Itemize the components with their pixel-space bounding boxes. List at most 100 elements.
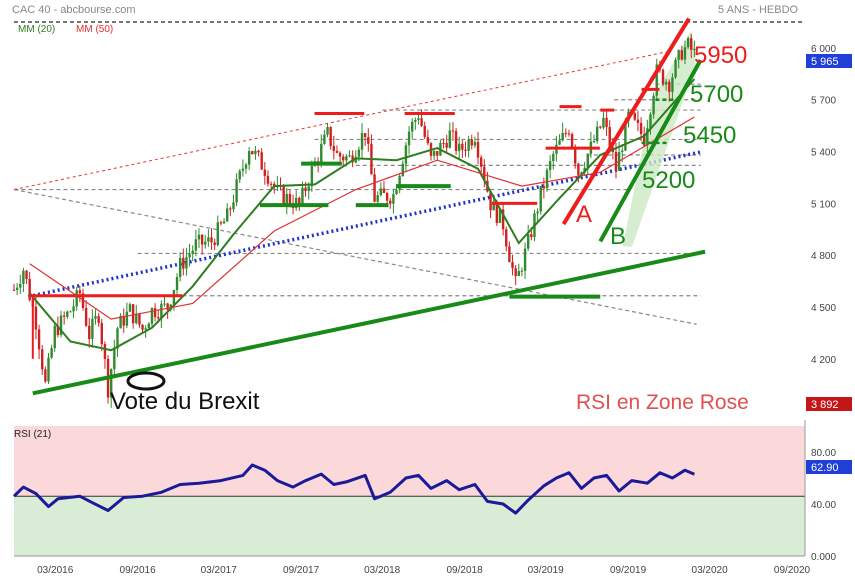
price-candle xyxy=(652,92,655,119)
price-candle xyxy=(222,218,226,224)
price-candle xyxy=(138,313,141,328)
candle-body xyxy=(574,147,577,164)
candle-body xyxy=(592,141,596,143)
candle-body xyxy=(674,59,677,78)
candle-body xyxy=(269,183,273,185)
candle-body xyxy=(326,126,329,135)
candle-body xyxy=(238,170,241,180)
candle-body xyxy=(128,304,132,312)
candle-body xyxy=(489,191,492,211)
candle-body xyxy=(144,328,147,330)
candle-body xyxy=(389,200,392,204)
candle-body xyxy=(19,283,22,288)
price-candle xyxy=(385,191,389,205)
price-candle xyxy=(59,310,63,338)
candle-body xyxy=(671,77,674,92)
candle-body xyxy=(636,119,640,123)
candle-body xyxy=(649,114,652,129)
price-candle xyxy=(75,286,78,311)
price-candle xyxy=(150,307,154,328)
rsi-lower-zone xyxy=(14,496,805,556)
price-candle xyxy=(153,303,157,322)
overlay-lines xyxy=(29,17,706,396)
price-tick-label: 6 000 xyxy=(811,44,836,55)
price-candle xyxy=(429,142,433,161)
axes: 4 200 4 500 4 800 5 100 5 400 5 700 6 000 0.000… xyxy=(14,44,836,576)
price-candle xyxy=(511,254,514,276)
candle-body xyxy=(125,311,129,326)
price-candle xyxy=(335,145,339,154)
candle-body xyxy=(191,250,194,254)
price-candle xyxy=(583,161,586,176)
candle-body xyxy=(454,131,458,151)
candle-body xyxy=(432,150,436,156)
price-candle xyxy=(379,182,383,197)
candle-body xyxy=(288,193,292,205)
price-candle xyxy=(238,168,241,183)
legend-mm50: MM (50) xyxy=(76,24,113,35)
price-candle xyxy=(72,299,75,319)
candle-body xyxy=(417,118,420,120)
candle-body xyxy=(241,168,245,171)
candle-body xyxy=(323,134,326,144)
candle-body xyxy=(338,152,342,157)
candle-body xyxy=(335,150,339,153)
price-candle xyxy=(414,117,417,130)
price-candle xyxy=(44,366,47,384)
price-candle xyxy=(41,344,44,376)
price-candle xyxy=(197,228,201,248)
candle-body xyxy=(602,117,605,128)
svg-text:3 892: 3 892 xyxy=(811,399,839,411)
price-candle xyxy=(649,112,652,135)
candle-body xyxy=(436,150,439,156)
candle-body xyxy=(59,315,63,336)
candle-body xyxy=(445,142,448,148)
candle-body xyxy=(693,48,696,50)
candle-body xyxy=(69,311,72,313)
rsi-zone-annotation: RSI en Zone Rose xyxy=(576,391,749,414)
candle-body xyxy=(122,315,125,326)
candle-body xyxy=(680,50,684,60)
price-candle xyxy=(464,141,467,157)
candle-body xyxy=(91,318,94,339)
price-candle xyxy=(84,300,88,328)
candle-body xyxy=(53,325,56,349)
price-candle xyxy=(467,135,470,158)
candle-body xyxy=(260,152,263,170)
price-candle xyxy=(210,228,213,250)
candle-body xyxy=(266,175,270,184)
candle-body xyxy=(163,303,166,305)
price-candle xyxy=(100,318,103,352)
candle-body xyxy=(351,155,354,163)
price-candle xyxy=(310,160,314,192)
price-candle xyxy=(251,150,254,155)
price-candle xyxy=(47,353,50,384)
candle-body xyxy=(153,308,157,318)
candle-body xyxy=(329,126,332,147)
mm20-line xyxy=(28,78,696,352)
candle-body xyxy=(382,188,386,193)
brexit-marker xyxy=(126,371,166,391)
candle-body xyxy=(72,306,75,312)
price-candle xyxy=(116,327,119,357)
price-candle xyxy=(260,148,263,170)
candle-body xyxy=(131,304,135,324)
candle-body xyxy=(608,127,611,148)
price-candle xyxy=(113,339,116,376)
price-candle xyxy=(389,198,392,209)
candle-body xyxy=(254,150,257,155)
x-tick-label: 03/2018 xyxy=(364,565,401,576)
candle-body xyxy=(301,187,304,204)
candle-body xyxy=(420,118,423,126)
x-tick-label: 03/2020 xyxy=(692,565,729,576)
price-candle xyxy=(501,203,505,236)
candle-body xyxy=(182,257,185,269)
candle-body xyxy=(285,193,288,205)
channel-label-a: A xyxy=(576,201,592,228)
candle-body xyxy=(304,187,307,191)
candle-body xyxy=(451,130,455,132)
candle-body xyxy=(523,248,527,271)
price-candle xyxy=(282,184,285,206)
last-price-badge: 5 965 xyxy=(806,54,852,68)
candle-body xyxy=(539,186,542,212)
